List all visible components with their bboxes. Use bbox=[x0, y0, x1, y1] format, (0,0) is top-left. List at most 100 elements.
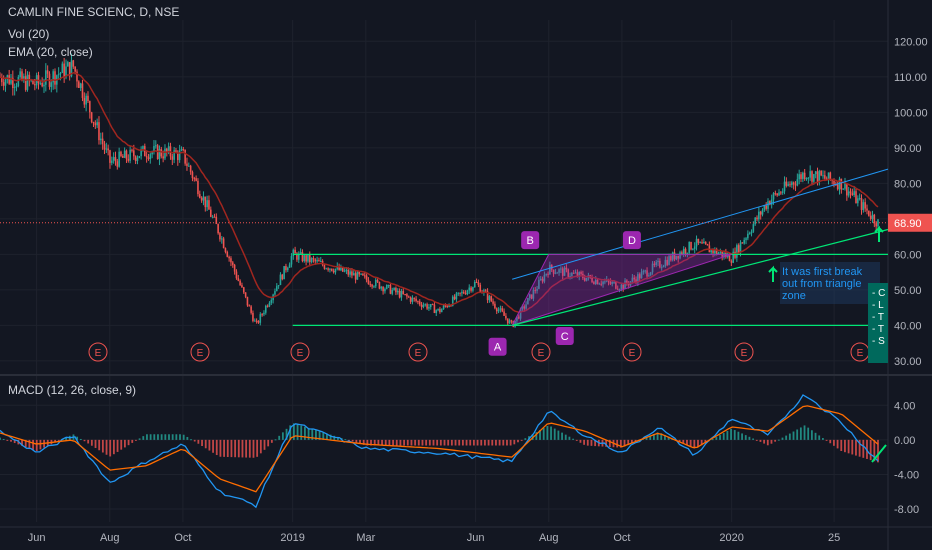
candle-body bbox=[868, 210, 870, 216]
candle-body bbox=[112, 157, 115, 161]
macd-histogram-bar bbox=[630, 439, 633, 444]
candle-body bbox=[631, 277, 634, 282]
macd-histogram-bar bbox=[564, 434, 567, 440]
macd-histogram-bar bbox=[28, 439, 31, 449]
candle-body bbox=[275, 286, 278, 292]
candle-body bbox=[54, 71, 56, 85]
pattern-label-box bbox=[521, 231, 540, 250]
macd-histogram-bar bbox=[517, 439, 519, 443]
macd-histogram-bar bbox=[858, 439, 861, 457]
macd-histogram-bar bbox=[586, 439, 589, 446]
candle-body bbox=[750, 231, 753, 234]
candle-body bbox=[2, 82, 5, 86]
candle-body bbox=[270, 300, 273, 303]
candle-body bbox=[530, 294, 533, 299]
candle-body bbox=[877, 219, 879, 227]
side-note-box bbox=[868, 283, 888, 363]
candle-body bbox=[32, 79, 34, 85]
candle-body bbox=[286, 267, 289, 271]
candle-body bbox=[202, 196, 205, 201]
macd-histogram-bar bbox=[583, 439, 586, 445]
candle-body bbox=[778, 192, 780, 196]
macd-histogram-bar bbox=[509, 439, 512, 446]
candle-body bbox=[541, 278, 544, 282]
candle-body bbox=[318, 260, 320, 262]
candle-body bbox=[486, 291, 489, 301]
candle-body bbox=[43, 84, 45, 87]
candle-body bbox=[50, 82, 53, 87]
time-tick: Jun bbox=[28, 532, 46, 544]
candle-body bbox=[506, 318, 509, 324]
macd-histogram-bar bbox=[333, 435, 336, 440]
macd-histogram-bar bbox=[704, 439, 707, 444]
candle-body bbox=[140, 149, 142, 157]
macd-histogram-bar bbox=[32, 439, 34, 450]
candle-body bbox=[505, 315, 507, 319]
macd-histogram-bar bbox=[252, 439, 255, 458]
macd-histogram-bar bbox=[296, 424, 299, 440]
macd-histogram-bar bbox=[520, 439, 523, 441]
candle-body bbox=[244, 292, 247, 297]
candle-body bbox=[853, 191, 855, 196]
candle-body bbox=[725, 252, 727, 258]
macd-histogram-bar bbox=[329, 434, 332, 440]
macd-histogram-bar bbox=[381, 439, 383, 446]
candle-body bbox=[869, 215, 872, 219]
macd-histogram-bar bbox=[241, 439, 244, 458]
candle-body bbox=[549, 264, 551, 275]
candle-body bbox=[341, 266, 344, 272]
pattern-label-c: C bbox=[561, 331, 569, 343]
candle-body bbox=[123, 150, 126, 158]
price-tick: 40.00 bbox=[894, 320, 922, 332]
macd-histogram-bar bbox=[693, 439, 696, 449]
macd-histogram-bar bbox=[770, 439, 773, 444]
macd-histogram-bar bbox=[248, 439, 251, 458]
candle-body bbox=[378, 281, 381, 289]
candle-body bbox=[319, 260, 322, 262]
candle-body bbox=[393, 287, 395, 291]
earnings-label: E bbox=[741, 348, 748, 359]
candle-body bbox=[213, 216, 216, 218]
candle-body bbox=[171, 156, 174, 160]
annotation-text: It was first break bbox=[782, 266, 863, 278]
macd-histogram-bar bbox=[755, 439, 758, 441]
candle-body bbox=[217, 224, 219, 234]
candle-body bbox=[466, 290, 469, 295]
macd-histogram-bar bbox=[392, 439, 394, 446]
candle-body bbox=[327, 268, 329, 270]
candle-body bbox=[266, 305, 269, 307]
candle-body bbox=[433, 304, 436, 314]
macd-histogram-bar bbox=[653, 433, 655, 440]
candle-body bbox=[101, 138, 104, 145]
candle-body bbox=[653, 263, 656, 265]
candle-body bbox=[285, 266, 287, 271]
macd-histogram-bar bbox=[447, 439, 450, 446]
candle-body bbox=[572, 272, 575, 274]
macd-histogram-bar bbox=[351, 439, 354, 442]
candle-body bbox=[74, 66, 76, 72]
macd-tick: -8.00 bbox=[894, 504, 919, 516]
macd-histogram-bar bbox=[116, 439, 119, 452]
candle-body bbox=[558, 269, 560, 273]
candle-body bbox=[57, 74, 60, 76]
candle-body bbox=[453, 296, 456, 300]
macd-histogram-bar bbox=[664, 434, 666, 440]
macd-histogram-bar bbox=[157, 434, 159, 440]
candle-body bbox=[23, 76, 25, 81]
candle-body bbox=[633, 277, 636, 280]
price-tick: 60.00 bbox=[894, 249, 922, 261]
macd-histogram-bar bbox=[234, 439, 237, 458]
candle-body bbox=[659, 260, 661, 268]
candle-body bbox=[780, 192, 782, 194]
macd-histogram-bar bbox=[406, 439, 409, 446]
candle-body bbox=[459, 292, 461, 294]
earnings-marker bbox=[622, 342, 642, 362]
macd-histogram-bar bbox=[847, 439, 850, 454]
price-tick: 50.00 bbox=[894, 285, 922, 297]
macd-legend: MACD (12, 26, close, 9) bbox=[8, 383, 137, 397]
macd-histogram-bar bbox=[0, 437, 1, 440]
candle-body bbox=[46, 70, 49, 74]
macd-histogram-bar bbox=[686, 439, 688, 446]
macd-histogram-bar bbox=[667, 436, 670, 440]
